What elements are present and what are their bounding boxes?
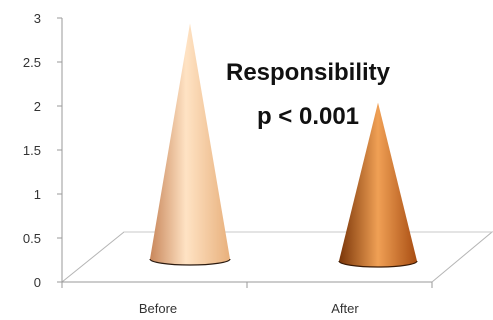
x-category-label: Before	[139, 301, 177, 316]
floor-plane	[60, 231, 493, 283]
cones	[149, 23, 418, 268]
y-tick-label: 2.5	[23, 55, 41, 70]
y-tick-label: 1.5	[23, 143, 41, 158]
y-ticks: 0 0.5 1 1.5 2 2.5 3	[23, 11, 62, 290]
annotation-line-1: Responsibility	[226, 59, 391, 86]
y-tick-label: 0	[34, 275, 41, 290]
y-tick-label: 1	[34, 187, 41, 202]
y-tick-label: 0.5	[23, 231, 41, 246]
cone-before-rim	[149, 258, 231, 266]
y-tick-label: 2	[34, 99, 41, 114]
x-category-label: After	[331, 301, 359, 316]
y-tick-label: 3	[34, 11, 41, 26]
cone-before	[150, 23, 230, 266]
cone-after-rim	[338, 260, 418, 268]
cone-after	[339, 102, 417, 267]
category-labels: Before After	[139, 301, 360, 316]
annotation-line-2: p < 0.001	[257, 103, 359, 130]
